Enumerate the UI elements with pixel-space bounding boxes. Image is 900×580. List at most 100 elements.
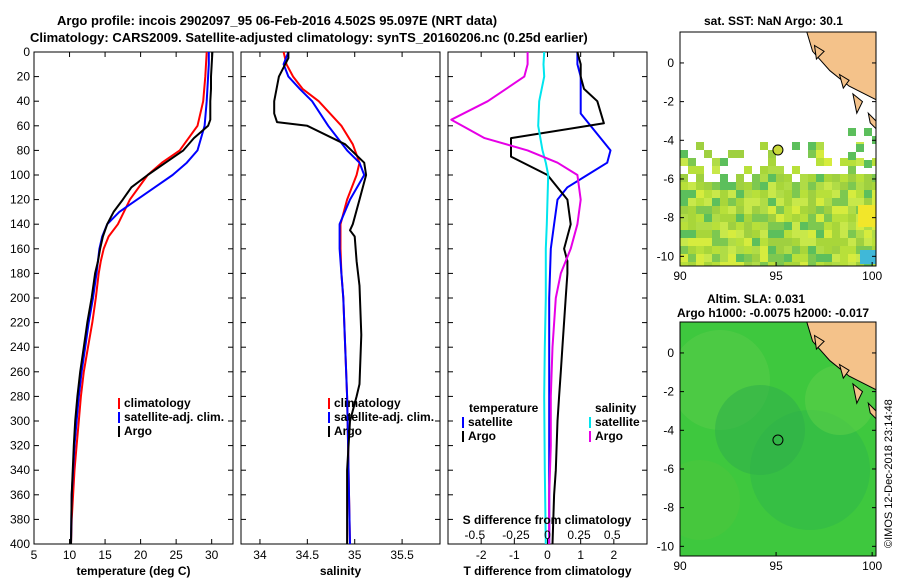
sst-map-xtick-label: 95 — [769, 269, 783, 283]
sst-map-cell — [712, 198, 720, 206]
sst-map-cell — [680, 158, 688, 166]
diff-legend-label: satellite — [595, 415, 640, 429]
sla-map-land-island — [867, 401, 876, 420]
sst-map-cell — [784, 198, 792, 206]
sst-map-cell — [760, 166, 768, 174]
sst-map-cell — [808, 230, 816, 238]
sst-map-cell — [808, 174, 816, 182]
sst-map-cell — [832, 262, 840, 266]
sst-map-cell — [760, 206, 768, 214]
sst-map-xtick-label: 100 — [862, 269, 882, 283]
sst-map-cell — [848, 238, 856, 246]
sst-map-cell — [736, 150, 744, 158]
sst-map-cell — [704, 262, 712, 266]
sst-map-cell — [784, 246, 792, 254]
sst-map-cell — [856, 238, 864, 246]
temperature-series-argo — [70, 51, 214, 545]
sst-map-cell — [728, 230, 736, 238]
sst-map-cell — [848, 158, 856, 166]
sst-map-cell — [816, 246, 824, 254]
sst-map-cell — [824, 158, 832, 166]
sst-map-cell — [680, 238, 688, 246]
sst-map-cell — [696, 198, 704, 206]
sst-map-cell — [800, 190, 808, 198]
depth-tick-label: 300 — [10, 414, 30, 428]
sst-map-cell — [728, 238, 736, 246]
sst-map-cell — [752, 238, 760, 246]
sst-map-cell — [728, 150, 736, 158]
sst-map-cell — [784, 174, 792, 182]
sst-map-cell — [840, 206, 848, 214]
sst-map-cell — [688, 206, 696, 214]
diff-legend-temperature-title: temperature — [469, 401, 539, 415]
sst-map: 90 95 100 0 -2 -4 -6 -8 -10 — [657, 31, 882, 283]
sst-map-cell — [768, 262, 776, 266]
sst-map-cell — [768, 238, 776, 246]
depth-tick-label: 60 — [17, 119, 31, 133]
sst-map-ytick-label: -2 — [663, 95, 674, 109]
sst-map-cool-patch — [860, 250, 876, 264]
sst-map-cell — [744, 238, 752, 246]
sst-map-cell — [840, 198, 848, 206]
sst-map-cell — [784, 262, 792, 266]
sst-map-cell — [808, 206, 816, 214]
sst-map-cell — [848, 182, 856, 190]
diff-legend-label: Argo — [468, 429, 496, 443]
sla-map-ytick-label: -6 — [663, 462, 674, 476]
sst-map-cell — [800, 230, 808, 238]
depth-tick-label: 0 — [23, 45, 30, 59]
sst-map-cell — [712, 158, 720, 166]
sst-map-cell — [760, 190, 768, 198]
sst-map-cell — [760, 238, 768, 246]
sla-map-frame — [679, 321, 877, 557]
sst-map-cell — [720, 262, 728, 266]
sst-map-cell — [720, 230, 728, 238]
sst-map-cell — [680, 222, 688, 230]
sst-map-cell — [792, 142, 800, 150]
sst-map-cell — [872, 238, 876, 246]
sst-map-cell — [768, 158, 776, 166]
sst-map-cell — [744, 206, 752, 214]
sst-map-cell — [864, 128, 872, 136]
sst-map-cell — [696, 206, 704, 214]
sst-map-cell — [824, 238, 832, 246]
sst-map-cell — [808, 262, 816, 266]
salinity-legend-label: climatology — [334, 396, 401, 410]
sst-map-cell — [720, 182, 728, 190]
sst-map-cell — [800, 254, 808, 262]
sst-map-cell — [864, 174, 872, 182]
sst-map-cell — [864, 230, 872, 238]
sst-map-cell — [784, 238, 792, 246]
sst-map-title: sat. SST: NaN Argo: 30.1 — [704, 14, 843, 28]
sst-map-cell — [744, 230, 752, 238]
sst-map-frame — [679, 31, 877, 267]
sst-map-cell — [840, 182, 848, 190]
sst-map-cell — [840, 238, 848, 246]
sst-map-cell — [752, 262, 760, 266]
sst-map-ytick-label: -8 — [663, 211, 674, 225]
temperature-chart: 5 10 15 20 25 3002040608010012014016018020022… — [10, 45, 234, 578]
sst-map-cell — [784, 190, 792, 198]
salinity-xlabel: salinity — [320, 564, 362, 578]
salinity-series-satellite-adj-clim- — [282, 51, 366, 545]
sst-map-cell — [840, 158, 848, 166]
sst-map-cell — [824, 262, 832, 266]
sst-map-cell — [792, 166, 800, 174]
temperature-xtick-label: 30 — [205, 548, 219, 562]
depth-tick-label: 380 — [10, 512, 30, 526]
sst-map-cell — [800, 174, 808, 182]
sst-map-cell — [728, 254, 736, 262]
sst-map-cell — [688, 262, 696, 266]
depth-tick-label: 180 — [10, 266, 30, 280]
temperature-frame — [33, 51, 234, 545]
sst-map-cell — [768, 190, 776, 198]
figure-title-line1: Argo profile: incois 2902097_95 06-Feb-2… — [57, 13, 498, 28]
sst-map-cell — [696, 214, 704, 222]
sst-map-cell — [816, 190, 824, 198]
sst-map-cell — [816, 182, 824, 190]
sla-map-subtitle: Argo h1000: -0.0075 h2000: -0.017 — [677, 306, 870, 320]
sst-map-cell — [688, 158, 696, 166]
sst-map-cell — [840, 222, 848, 230]
sst-map-cell — [720, 254, 728, 262]
sst-map-cell — [864, 190, 872, 198]
